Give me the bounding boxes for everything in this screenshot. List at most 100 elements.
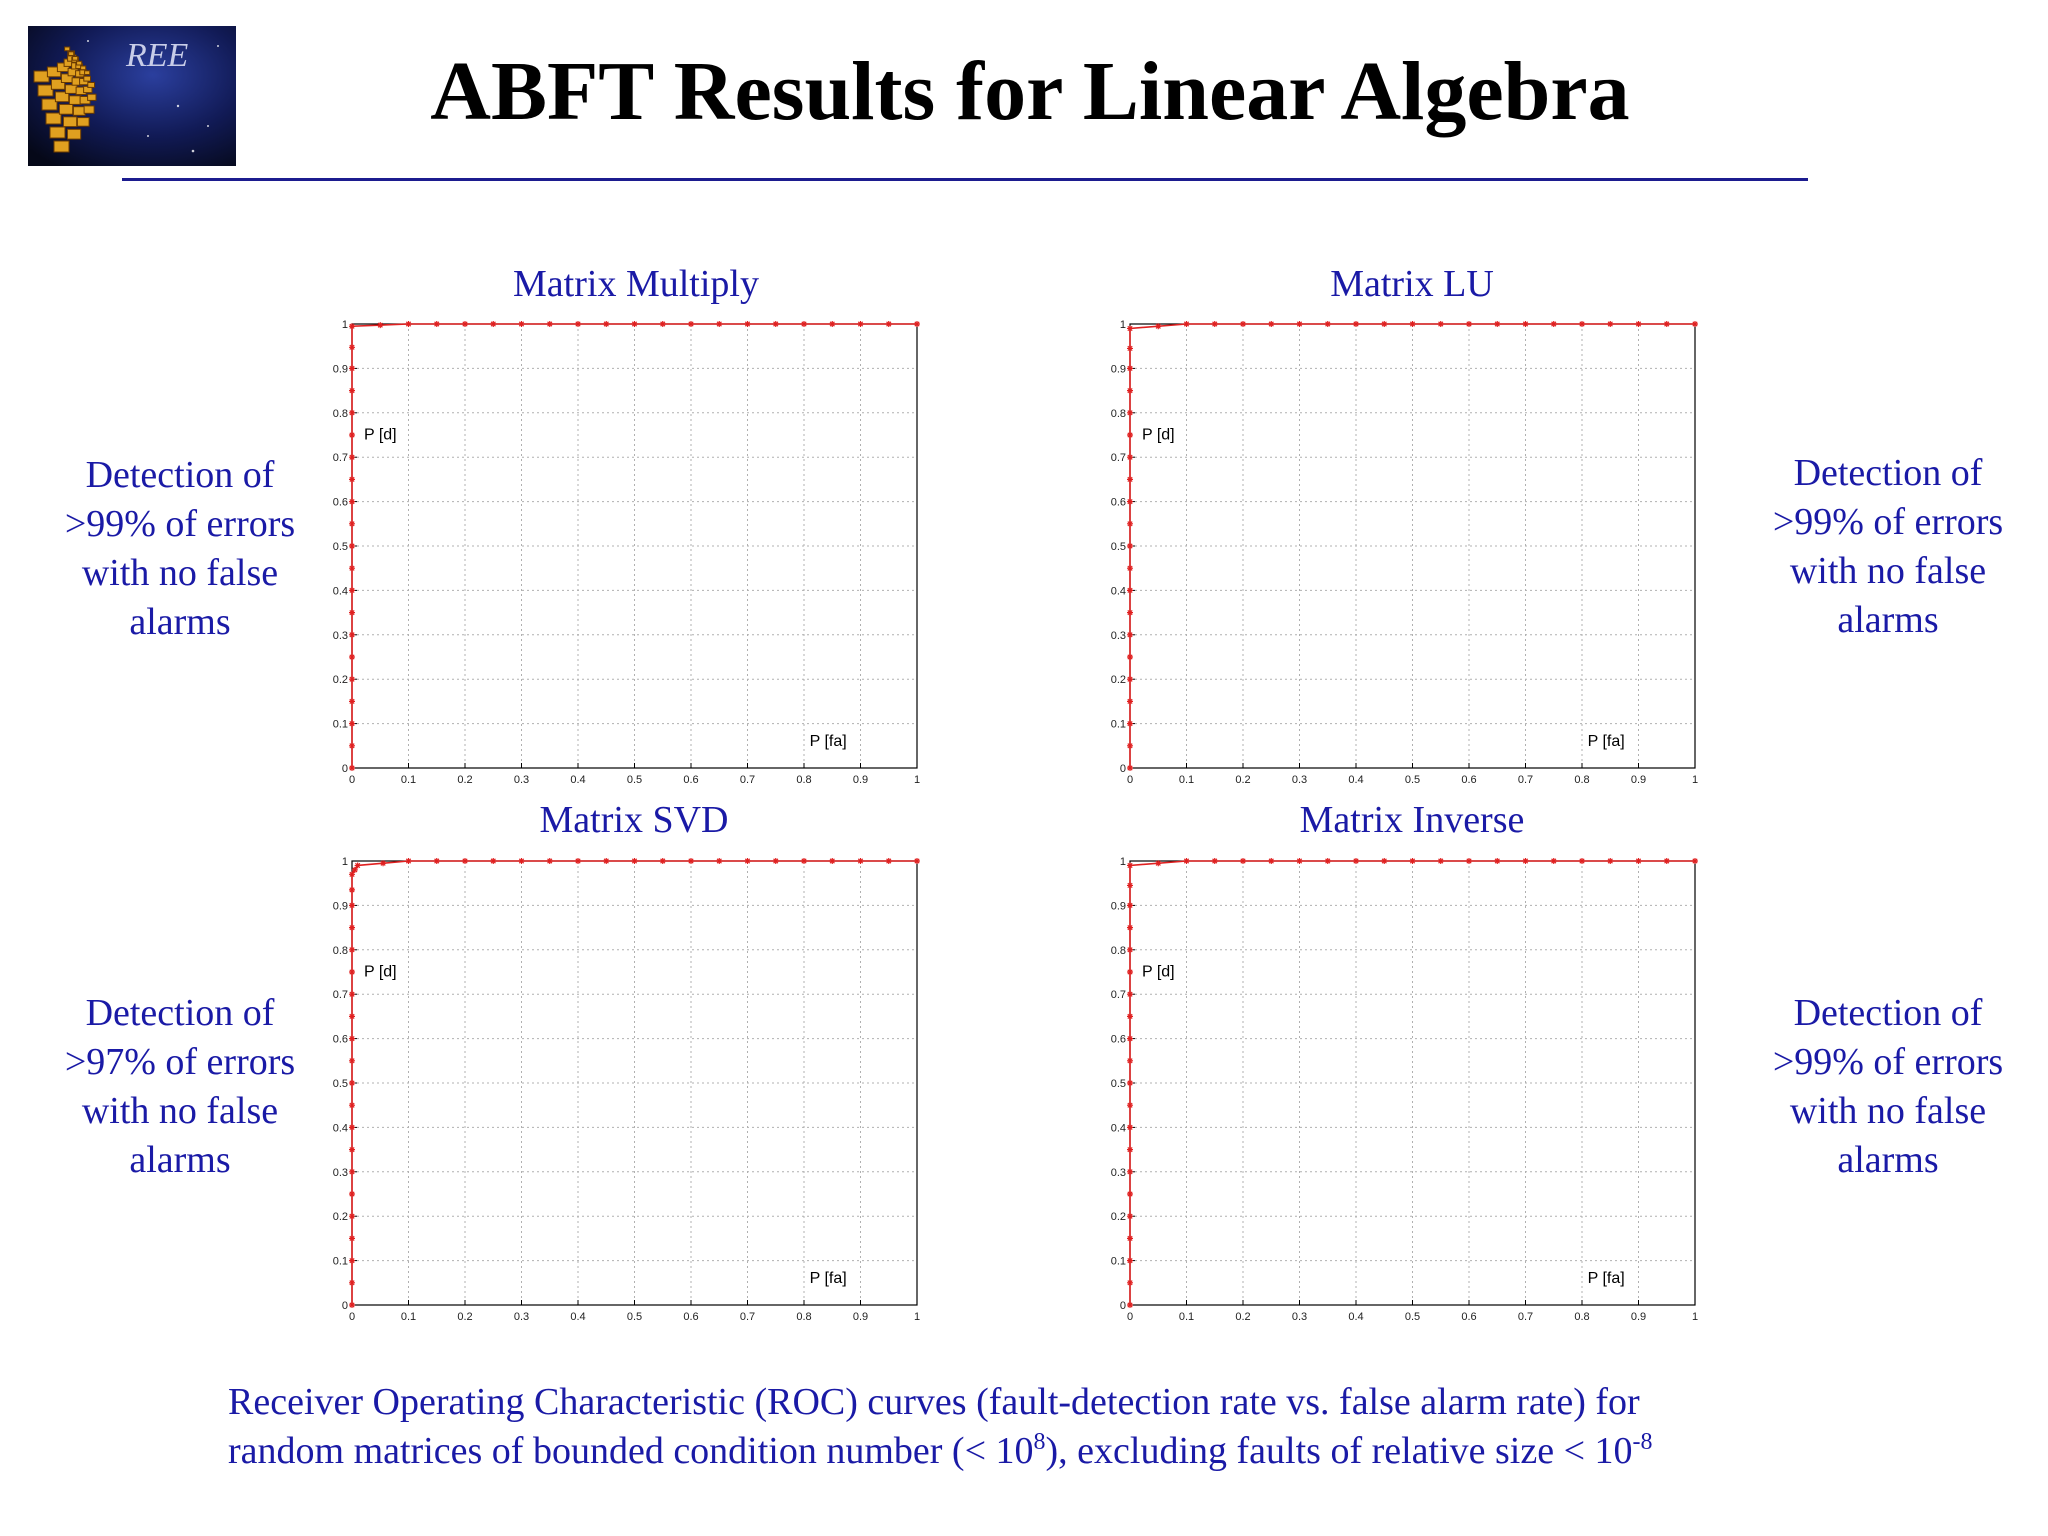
- roc-data-point: [349, 587, 355, 594]
- roc-data-point: [1324, 321, 1331, 327]
- y-tick-label: 0.5: [333, 541, 348, 553]
- roc-data-point: [349, 565, 355, 572]
- x-tick-label: 0.9: [853, 1311, 868, 1323]
- roc-data-point: [688, 858, 694, 864]
- roc-data-point: [1607, 321, 1614, 327]
- x-tick-label: 0.9: [1631, 1311, 1646, 1323]
- roc-data-point: [1127, 1057, 1133, 1064]
- y-tick-label: 0.8: [333, 945, 348, 957]
- roc-data-point: [1494, 321, 1501, 327]
- chart-title-matrix-multiply: Matrix Multiply: [513, 263, 759, 305]
- roc-data-point: [1127, 365, 1133, 372]
- logo-panel-tile: [64, 46, 71, 52]
- roc-data-point: [1127, 1279, 1133, 1286]
- logo-panel-tile: [80, 65, 87, 71]
- roc-data-point: [1353, 321, 1359, 327]
- roc-data-point: [354, 862, 361, 869]
- logo-panel-tile: [37, 84, 54, 97]
- x-tick-label: 0.4: [570, 1311, 585, 1323]
- roc-data-point: [349, 520, 355, 527]
- caption-line: alarms: [1837, 1139, 1939, 1181]
- y-tick-label: 0.4: [333, 585, 348, 597]
- x-tick-label: 0: [349, 774, 355, 786]
- y-tick-label: 0.8: [1111, 408, 1126, 420]
- x-axis-label: P [fa]: [810, 1270, 847, 1287]
- x-tick-label: 0.9: [1631, 774, 1646, 786]
- y-tick-label: 0.7: [1111, 989, 1126, 1001]
- roc-data-point: [1127, 765, 1133, 771]
- roc-data-point: [349, 946, 355, 953]
- roc-data-point: [1127, 631, 1133, 638]
- roc-data-point: [351, 866, 358, 873]
- y-tick-label: 0.6: [1111, 1034, 1126, 1046]
- roc-data-point: [349, 1124, 355, 1131]
- roc-data-point: [1127, 409, 1133, 416]
- logo-panel-tile: [87, 82, 95, 88]
- roc-data-point: [829, 858, 836, 864]
- caption-line: alarms: [129, 601, 231, 643]
- footer-superscript-2: -8: [1632, 1429, 1653, 1455]
- caption-matrix-multiply: Detection of >99% of errors with no fals…: [35, 451, 325, 647]
- roc-data-point: [1550, 321, 1557, 327]
- roc-data-point: [1127, 720, 1133, 727]
- y-tick-label: 0.4: [1111, 1122, 1126, 1134]
- roc-data-point: [1127, 1191, 1133, 1197]
- roc-data-point: [1381, 858, 1388, 864]
- y-axis-label: P [d]: [1142, 963, 1175, 980]
- roc-data-point: [1127, 862, 1133, 869]
- slide-title: ABFT Results for Linear Algebra: [430, 45, 1630, 138]
- roc-data-point: [518, 321, 525, 327]
- roc-data-point: [349, 387, 355, 394]
- chart-title-matrix-lu: Matrix LU: [1330, 263, 1494, 305]
- logo-panel-tile: [76, 60, 83, 66]
- caption-line: alarms: [1837, 599, 1939, 641]
- y-tick-label: 0.2: [333, 674, 348, 686]
- roc-data-point: [1127, 1302, 1133, 1308]
- x-tick-label: 0.1: [1179, 1311, 1194, 1323]
- roc-data-point: [405, 858, 412, 864]
- roc-data-point: [1522, 321, 1529, 327]
- y-tick-label: 1: [342, 856, 348, 868]
- roc-data-point: [1127, 1213, 1133, 1220]
- x-tick-label: 1: [914, 1311, 920, 1323]
- roc-data-point: [801, 321, 807, 327]
- roc-data-point: [349, 609, 355, 616]
- roc-data-point: [1268, 321, 1275, 327]
- caption-line: with no false: [1789, 1090, 1987, 1132]
- roc-data-point: [1211, 858, 1218, 864]
- roc-chart-matrix-svd: 0 0.1 0.2 0.3 0.4 0.5 0.6 0.7 0.8 0.9 1 0 0.1 0.2 0.3 0…: [333, 856, 920, 1323]
- roc-data-point: [1268, 858, 1275, 864]
- roc-data-point: [885, 858, 892, 864]
- logo-panel-tile: [68, 95, 82, 105]
- roc-data-point: [349, 1080, 355, 1086]
- roc-data-point: [1296, 321, 1303, 327]
- x-tick-label: 0.6: [1461, 1311, 1476, 1323]
- roc-data-point: [857, 858, 864, 864]
- logo-panel-tile: [72, 56, 79, 61]
- caption-line: Detection of: [1793, 452, 1983, 494]
- y-tick-label: 0.6: [1111, 497, 1126, 509]
- x-tick-label: 0.5: [1405, 1311, 1420, 1323]
- roc-data-point: [490, 858, 497, 864]
- roc-data-point: [1437, 858, 1444, 864]
- logo-panel-tile: [54, 91, 70, 103]
- y-tick-label: 0: [342, 763, 348, 775]
- logo-panel-tile: [56, 62, 70, 73]
- roc-data-point: [1127, 742, 1133, 749]
- roc-data-point: [1127, 520, 1133, 527]
- roc-data-point: [1381, 321, 1388, 327]
- roc-data-point: [349, 432, 355, 438]
- roc-data-point: [1635, 858, 1642, 864]
- y-tick-label: 1: [342, 319, 348, 331]
- logo-panel-tile: [66, 128, 82, 140]
- y-tick-label: 0.9: [1111, 900, 1126, 912]
- ree-logo-image: REE: [28, 26, 236, 166]
- roc-data-point: [801, 858, 807, 864]
- logo-panel-tile: [49, 126, 66, 139]
- roc-data-point: [829, 321, 836, 327]
- logo-panel-tile: [62, 116, 78, 128]
- y-tick-label: 0.5: [1111, 1078, 1126, 1090]
- roc-data-point: [1127, 387, 1133, 394]
- x-tick-label: 0.8: [1574, 1311, 1589, 1323]
- roc-data-point: [349, 1057, 355, 1064]
